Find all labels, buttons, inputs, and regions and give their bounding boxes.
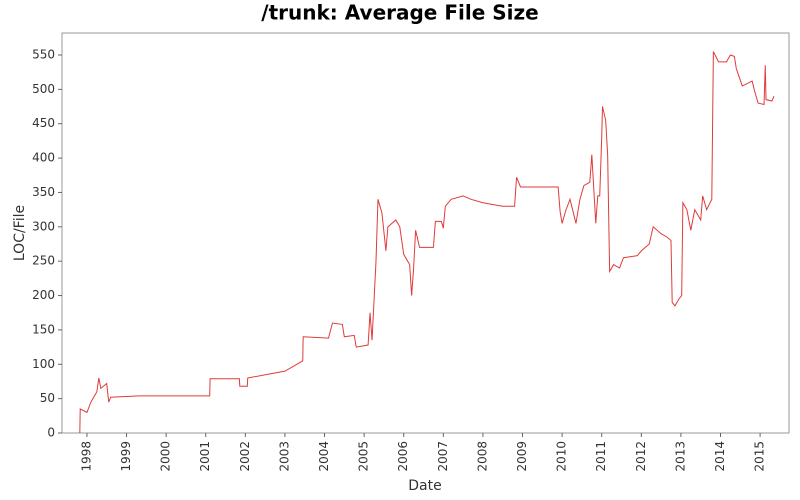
data-line (79, 51, 775, 434)
y-tick-label: 400 (32, 151, 55, 165)
x-tick-label: 2003 (277, 441, 291, 472)
x-tick-label: 2011 (594, 441, 608, 472)
x-tick-label: 2007 (436, 441, 450, 472)
x-tick-label: 2008 (475, 441, 489, 472)
x-axis-label: Date (408, 478, 441, 494)
y-axis-label: LOC/File (12, 205, 28, 261)
y-tick-label: 150 (32, 322, 55, 336)
chart-title: /trunk: Average File Size (261, 1, 538, 25)
x-tick-label: 2015 (753, 441, 767, 472)
x-tick-label: 2005 (357, 441, 371, 472)
y-tick-label: 350 (32, 185, 55, 199)
x-tick-label: 2012 (634, 441, 648, 472)
plot-frame (61, 32, 790, 434)
y-tick-label: 50 (40, 391, 55, 405)
x-tick-label: 2014 (713, 441, 727, 472)
x-tick-label: 2013 (673, 441, 687, 472)
x-tick-label: 2000 (159, 441, 173, 472)
x-tick-label: 2004 (317, 441, 331, 472)
y-tick-label: 500 (32, 82, 55, 96)
y-tick-label: 250 (32, 254, 55, 268)
y-tick-label: 550 (32, 47, 55, 61)
x-tick-label: 2009 (515, 441, 529, 472)
x-tick-label: 2006 (396, 441, 410, 472)
y-tick-label: 200 (32, 288, 55, 302)
x-tick-label: 2002 (238, 441, 252, 472)
y-tick-label: 100 (32, 357, 55, 371)
x-tick-label: 2010 (555, 441, 569, 472)
x-tick-label: 1999 (119, 441, 133, 472)
x-tick-label: 1998 (79, 441, 93, 472)
x-tick-label: 2001 (198, 441, 212, 472)
y-tick-label: 450 (32, 116, 55, 130)
y-tick-label: 300 (32, 219, 55, 233)
y-tick-label: 0 (47, 426, 55, 440)
